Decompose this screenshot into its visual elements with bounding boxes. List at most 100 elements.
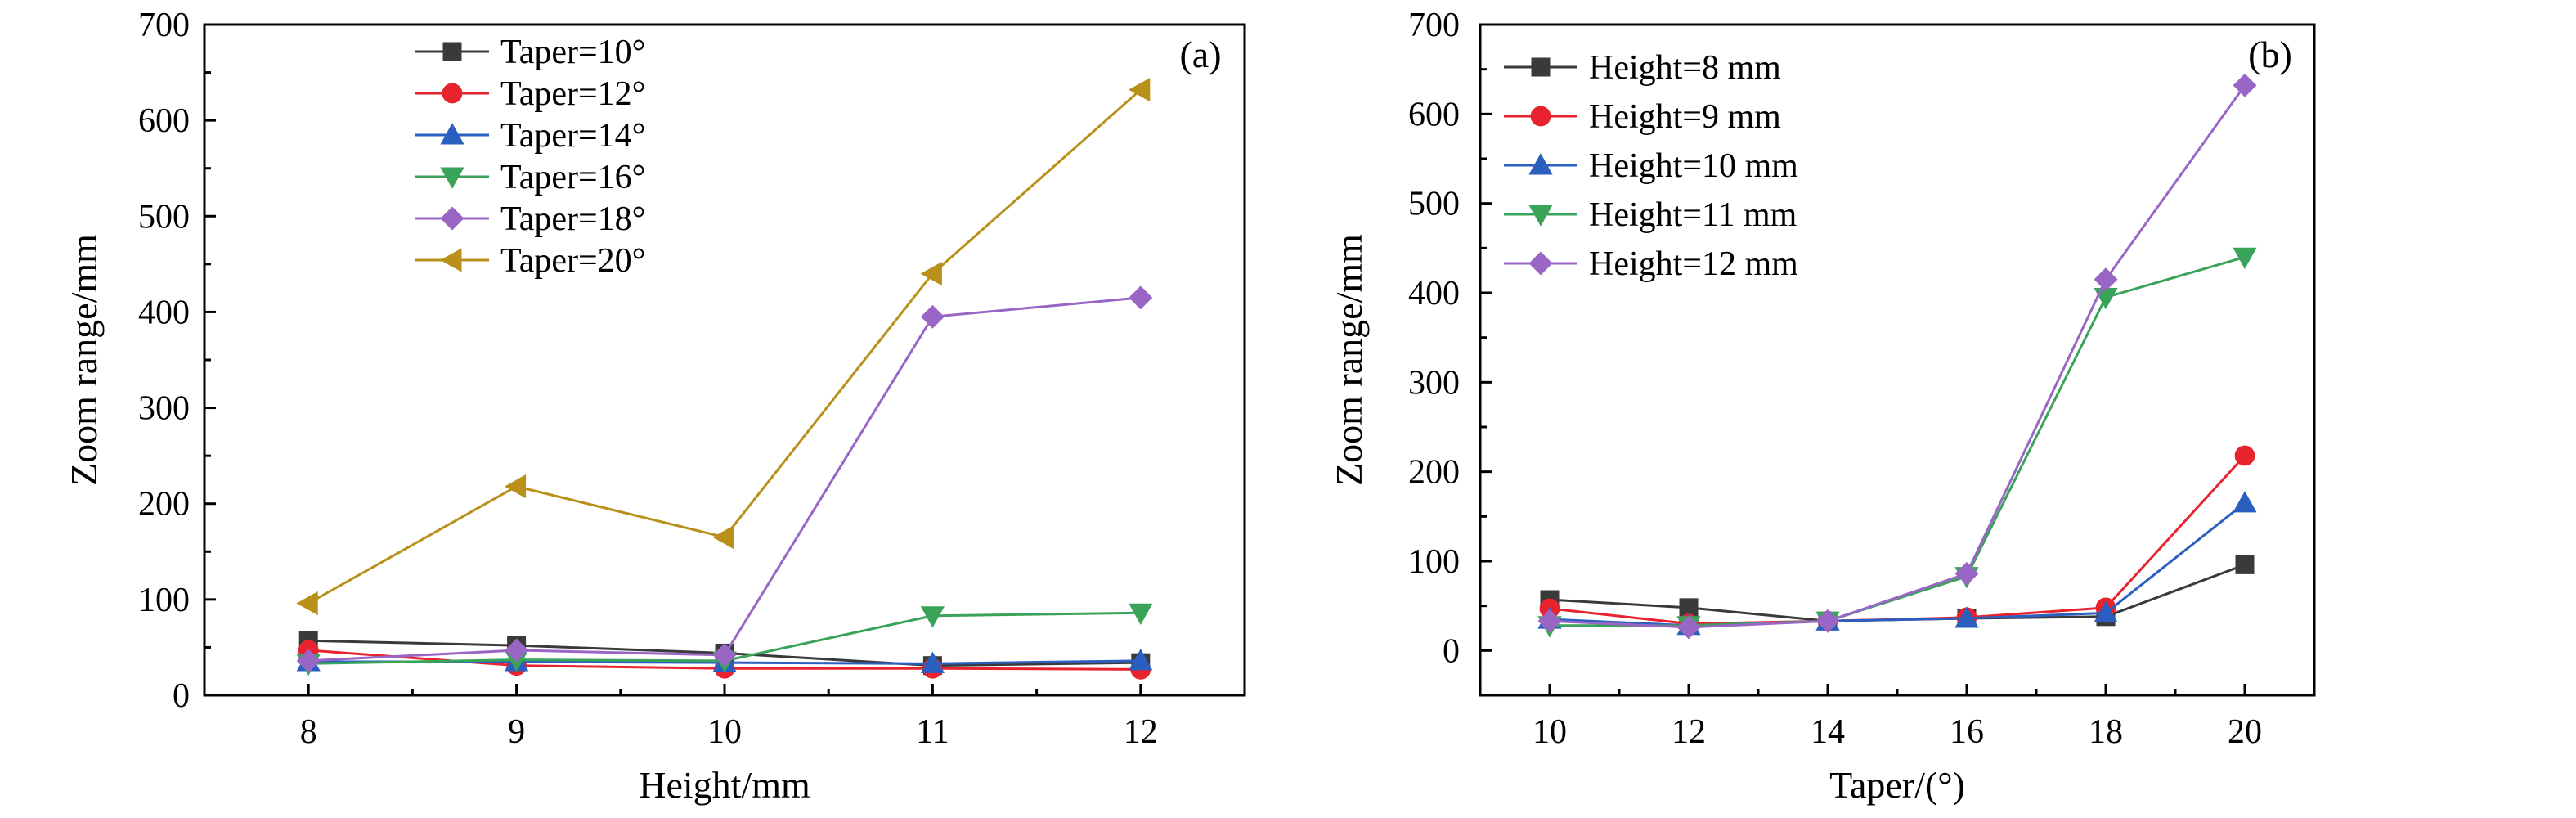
legend-item: Taper=10° xyxy=(415,34,645,71)
legend-marker xyxy=(1528,204,1553,227)
y-tick-label: 400 xyxy=(138,294,190,331)
data-point xyxy=(505,638,529,663)
data-point xyxy=(1954,561,1979,586)
data-point xyxy=(2235,555,2255,574)
legend-marker xyxy=(1530,106,1551,127)
x-tick-label: 12 xyxy=(1124,713,1158,751)
data-point xyxy=(504,474,527,499)
legend-marker xyxy=(442,83,463,104)
y-tick-label: 600 xyxy=(1408,96,1460,133)
chart-panel-a: 0 100 200 300 400 500 600 700 8 9 10 11 12 Height/mm Z… xyxy=(63,7,1246,806)
legend-item: Taper=12° xyxy=(415,75,645,113)
x-tick-label: 10 xyxy=(1533,713,1567,751)
series-line xyxy=(1549,501,2246,627)
data-point xyxy=(296,649,321,673)
y-tick-label: 200 xyxy=(138,486,190,524)
x-tick-label: 16 xyxy=(1950,713,1984,751)
x-tick-label: 20 xyxy=(2228,713,2262,751)
legend-label: Taper=18° xyxy=(500,200,645,238)
y-tick-label: 100 xyxy=(138,582,190,619)
data-point xyxy=(920,651,945,673)
y-axis-title: Zoom range/mm xyxy=(63,234,105,486)
y-tick-label: 300 xyxy=(138,390,190,428)
data-point xyxy=(2234,445,2255,466)
y-tick-label: 700 xyxy=(1408,7,1460,44)
y-axis-title: Zoom range/mm xyxy=(1328,234,1370,486)
panel-label: (b) xyxy=(2248,34,2292,75)
x-tick-label: 18 xyxy=(2089,713,2123,751)
series-line xyxy=(307,88,1142,605)
legend-label: Height=9 mm xyxy=(1589,98,1781,136)
data-point xyxy=(1537,609,1562,633)
plot-frame xyxy=(203,23,1246,697)
data-point xyxy=(1815,609,1840,633)
y-tick-label: 200 xyxy=(1408,454,1460,492)
data-point xyxy=(1676,615,1701,640)
series-height-12-mm xyxy=(1537,73,2257,640)
legend-item: Height=11 mm xyxy=(1504,196,1797,234)
x-tick-label: 11 xyxy=(916,713,949,751)
y-tick-label: 0 xyxy=(1443,632,1460,670)
legend-marker xyxy=(440,123,464,145)
data-point xyxy=(2094,600,2118,622)
data-point xyxy=(920,261,942,286)
data-point xyxy=(2094,267,2118,292)
data-point xyxy=(1129,285,1153,310)
series-taper-20 xyxy=(296,78,1151,616)
data-point xyxy=(1129,78,1151,102)
legend-label: Taper=20° xyxy=(500,242,645,280)
legend-marker xyxy=(1528,251,1553,276)
x-tick-label: 9 xyxy=(508,713,525,751)
legend-marker xyxy=(1531,57,1551,77)
series-taper-18 xyxy=(296,285,1153,673)
data-point xyxy=(920,304,945,329)
legend: Taper=10° Taper=12° Taper=14° Taper=16° Tape… xyxy=(415,34,645,280)
legend-label: Taper=10° xyxy=(500,34,645,71)
panel-label: (a) xyxy=(1179,34,1221,75)
legend-marker xyxy=(440,206,464,231)
y-tick-label: 600 xyxy=(138,102,190,140)
series-height-10-mm xyxy=(1537,491,2257,636)
x-tick-label: 14 xyxy=(1811,713,1845,751)
legend-marker xyxy=(1528,153,1553,175)
legend-label: Height=8 mm xyxy=(1589,49,1781,87)
data-point xyxy=(1129,649,1153,671)
x-tick-label: 12 xyxy=(1672,713,1706,751)
legend-label: Height=10 mm xyxy=(1589,147,1798,185)
data-point xyxy=(2233,491,2257,513)
legend: Height=8 mm Height=9 mm Height=10 mm Height… xyxy=(1504,49,1798,283)
data-point xyxy=(1954,606,1979,628)
legend-item: Height=9 mm xyxy=(1504,98,1781,136)
x-tick-label: 10 xyxy=(707,713,742,751)
legend-item: Height=10 mm xyxy=(1504,147,1798,185)
legend-item: Height=8 mm xyxy=(1504,49,1781,87)
y-tick-label: 700 xyxy=(138,7,190,44)
series-line xyxy=(1549,563,2246,622)
legend-item: Taper=16° xyxy=(415,159,645,196)
y-tick-label: 100 xyxy=(1408,543,1460,581)
legend-label: Taper=12° xyxy=(500,75,645,113)
x-axis-title: Taper/(°) xyxy=(1829,764,1965,806)
data-point xyxy=(1129,603,1153,626)
data-point xyxy=(712,525,734,550)
legend-label: Height=12 mm xyxy=(1589,245,1798,283)
x-axis-title: Height/mm xyxy=(639,764,810,806)
legend-item: Taper=14° xyxy=(415,117,645,155)
data-point xyxy=(2233,247,2257,270)
legend-label: Height=11 mm xyxy=(1589,196,1797,234)
y-tick-label: 300 xyxy=(1408,364,1460,402)
series-line xyxy=(1549,84,2246,629)
legend-marker xyxy=(440,248,462,272)
chart-panel-b: 0 100 200 300 400 500 600 700 10 12 14 16 18 20 Taper/… xyxy=(1328,7,2316,806)
data-point xyxy=(920,606,945,628)
y-tick-label: 400 xyxy=(1408,275,1460,312)
legend-marker xyxy=(440,167,464,189)
y-tick-label: 500 xyxy=(138,198,190,236)
legend-label: Taper=16° xyxy=(500,159,645,196)
legend-label: Taper=14° xyxy=(500,117,645,155)
data-point xyxy=(712,643,737,667)
x-tick-label: 8 xyxy=(300,713,317,751)
legend-marker xyxy=(442,42,462,61)
y-tick-label: 500 xyxy=(1408,186,1460,223)
